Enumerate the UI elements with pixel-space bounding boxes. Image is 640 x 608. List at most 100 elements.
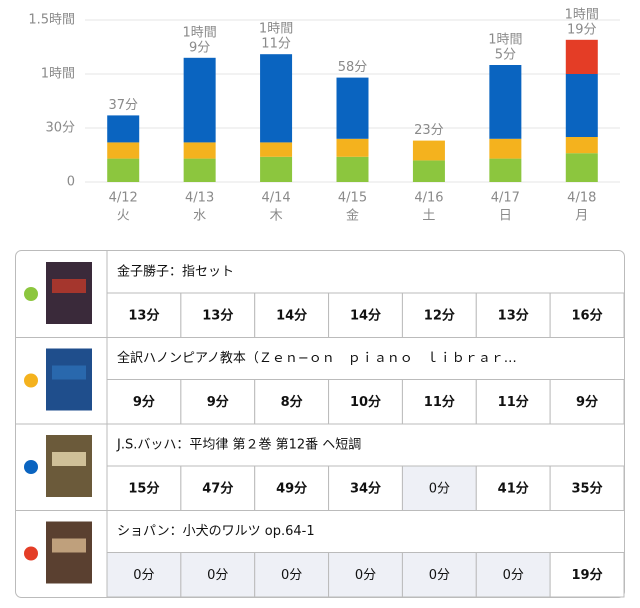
total-label: 23分 [414, 123, 444, 138]
bar-segment [260, 142, 293, 157]
cell [549, 379, 625, 425]
bar-segment [183, 57, 216, 143]
cover-detail [52, 279, 86, 293]
table: 金子勝子：指セット 13分 13分 14分 14分 12分 13分 16分全訳ハノンピアノ教本… [16, 251, 625, 598]
cover-detail [52, 452, 86, 466]
cell [180, 379, 256, 425]
cell-value: 11分 [424, 394, 455, 410]
x-tick-label: 4/14 [261, 191, 290, 206]
cell [180, 552, 256, 598]
piece-name: ショパン：小犬のワルツ op.64-1 [117, 524, 315, 539]
bar-segment [565, 39, 598, 74]
bar-segment [489, 138, 522, 159]
cell-value: 0分 [429, 568, 450, 583]
total-label: 37分 [108, 98, 138, 113]
bar-segment [336, 138, 369, 157]
cell-value: 41分 [498, 481, 529, 497]
bar-segment [336, 77, 369, 139]
cell-value: 0分 [503, 568, 524, 583]
cell [549, 552, 625, 598]
x-tick-label: 4/13 [185, 191, 214, 206]
cell [254, 379, 330, 425]
x-weekday-label: 木 [270, 209, 283, 224]
legend-dot [24, 373, 38, 388]
cell-value: 49分 [276, 481, 307, 497]
cell-value: 12分 [424, 308, 455, 324]
cell-value: 16分 [572, 308, 603, 324]
cell-value: 13分 [498, 308, 529, 324]
bar-segment [412, 160, 445, 182]
cell-value: 0分 [429, 482, 450, 497]
x-weekday-label: 火 [117, 209, 130, 224]
bar-segment [565, 74, 598, 137]
bar-segment [183, 158, 216, 182]
piece-name: 金子勝子：指セット [117, 264, 234, 280]
cell-value: 0分 [355, 568, 376, 583]
total-label: 1時間 [259, 22, 293, 37]
total-label: 1時間 [565, 7, 599, 22]
cell-value: 14分 [350, 308, 381, 324]
x-tick-label: 4/17 [491, 191, 520, 206]
y-tick-label: 0 [67, 175, 75, 190]
cell-value: 0分 [133, 568, 154, 583]
total-label: 5分 [495, 48, 516, 63]
bar-segment [107, 142, 140, 159]
total-label: 1時間 [488, 33, 522, 48]
piece-name: 全訳ハノンピアノ教本（Ｚｅｎ−ｏｎ ｐｉａｎｏ ｌｉｂｒａｒ… [117, 350, 517, 366]
cell-value: 9分 [207, 394, 229, 410]
bar-segment [336, 156, 369, 182]
x-weekday-label: 月 [575, 209, 588, 224]
cell [401, 292, 477, 338]
cell-value: 13分 [202, 308, 233, 324]
cell [328, 552, 403, 598]
y-tick-label: 1.5時間 [28, 13, 75, 28]
cell-value: 19分 [572, 567, 603, 583]
total-label: 58分 [338, 60, 368, 75]
cell [328, 292, 403, 338]
cell-value: 8分 [281, 394, 303, 410]
x-weekday-label: 日 [499, 209, 512, 224]
x-tick-label: 4/16 [414, 191, 443, 206]
bar-segment [489, 158, 522, 182]
cell [475, 292, 551, 338]
bar-segment [489, 65, 522, 139]
x-tick-label: 4/18 [567, 191, 596, 206]
cell-value: 13分 [128, 308, 159, 324]
cover-detail [52, 365, 86, 380]
cell-value: 11分 [498, 394, 529, 410]
x-weekday-label: 金 [346, 208, 359, 224]
bar-segment [260, 54, 293, 143]
cell [549, 465, 625, 511]
total-label: 9分 [189, 40, 210, 55]
cell [549, 292, 625, 338]
legend-dot [24, 460, 38, 474]
cell [180, 292, 256, 338]
x-tick-label: 4/15 [338, 191, 367, 206]
bar-segment [412, 140, 445, 161]
cell-value: 47分 [202, 481, 233, 497]
chart: 030分1時間1.5時間37分4/12火1時間9分4/13水1時間11分4/14… [28, 7, 620, 224]
legend-dot [24, 546, 38, 561]
cell-value: 9分 [133, 394, 155, 410]
total-label: 19分 [567, 22, 597, 37]
cell-value: 34分 [350, 481, 381, 497]
bar-segment [565, 137, 598, 154]
cell-value: 9分 [576, 394, 598, 410]
total-label: 1時間 [183, 25, 217, 40]
bar-segment [183, 142, 216, 159]
cell-value: 35分 [572, 481, 603, 497]
y-tick-label: 1時間 [41, 67, 75, 82]
cell-value: 10分 [350, 394, 381, 410]
total-label: 11分 [261, 37, 291, 52]
bar-segment [260, 156, 293, 182]
cover-detail [52, 538, 86, 553]
legend-dot [24, 287, 38, 301]
cell [475, 379, 551, 425]
x-weekday-label: 土 [422, 209, 435, 224]
cell-value: 0分 [207, 568, 228, 583]
bar-segment [107, 115, 140, 143]
x-tick-label: 4/12 [109, 191, 138, 206]
bar-segment [107, 158, 140, 182]
cell-value: 15分 [128, 481, 159, 497]
